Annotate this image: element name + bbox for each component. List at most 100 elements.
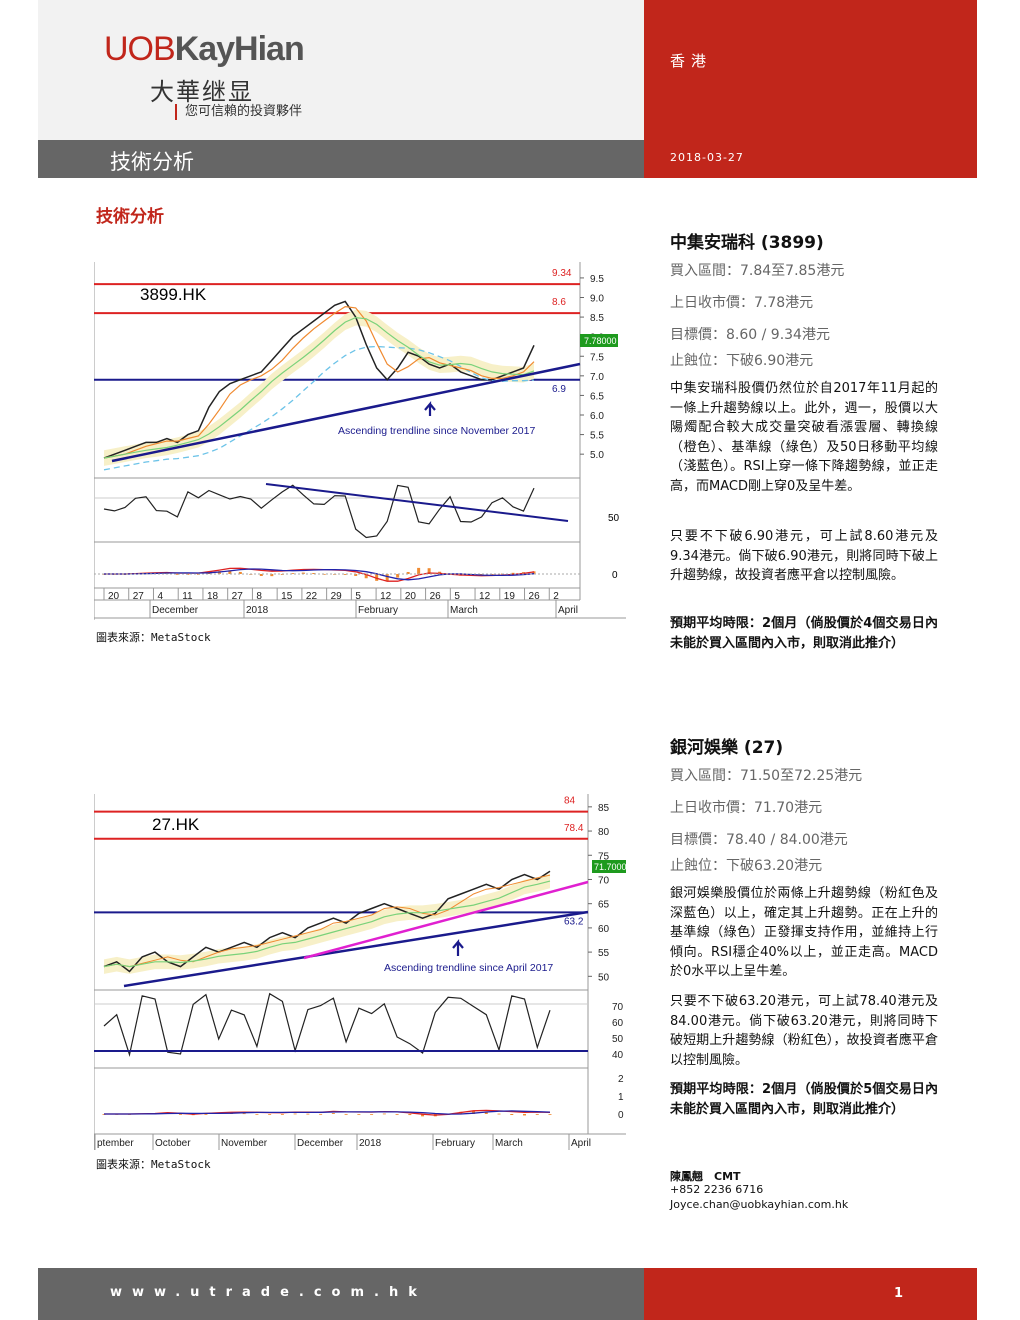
chart-27-frame [94,794,626,1150]
brand-logo: UOBKayHian [104,30,305,68]
rsi-tick-label: 60 [612,1018,624,1029]
macd-histogram-bar [322,573,326,575]
stock-name-27: 銀河娛樂 (27) [670,738,784,758]
macd-histogram-bar [175,574,179,575]
chart-27-base-line [103,880,551,968]
date-tick-label: 20 [108,591,120,602]
date-tick-label: 26 [529,591,541,602]
chart-3899-frame [94,262,626,620]
date-tick-label: 4 [157,591,163,602]
macd-histogram-bar [406,571,410,574]
month-label: 2018 [359,1138,382,1149]
chart-3899-rsi-trendline [265,483,569,522]
analyst-email[interactable]: Joyce.chan@uobkayhian.com.hk [670,1198,849,1211]
macd-histogram-bar [497,1113,501,1115]
price-tick-label: 9.0 [590,294,604,305]
header-red-panel [644,0,977,178]
macd-histogram-bar [319,1113,323,1115]
month-label: February [435,1138,475,1149]
stop-loss-3899: 止蝕位：下破6.90港元 [670,353,814,369]
chart-27-arrow-icon [452,938,464,956]
stock-name-3899: 中集安瑞科 (3899) [670,233,824,253]
chart-3899-cloud [104,309,534,466]
macd-histogram-bar [291,573,295,574]
date-tick-label: 29 [331,591,343,602]
chart-27-title: 27.HK [152,815,200,834]
chart-3899-price-axis: 9.59.08.58.07.57.06.56.05.55.0 [580,274,604,461]
month-label: February [358,605,398,616]
target-price-3899: 目標價：8.60 / 9.34港元 [670,327,830,343]
macd-histogram-bar [357,1114,361,1115]
footer-url[interactable]: www.utrade.com.hk [110,1285,427,1300]
macd-histogram-bar [421,1114,425,1117]
chart-3899-date-axis: 20 27 4 11 18 27 8 15 22 29 5 12 20 26 5 12 19 26 2 [103,588,559,602]
level-label: 84 [564,796,576,807]
buy-range-27: 買入區間：71.50至72.25港元 [670,768,863,784]
target-paragraph-3899: 只要不下破6.90港元，可上試8.60港元及9.34港元。倘下破6.90港元，則… [670,529,938,583]
price-tick-label: 5.5 [590,431,604,442]
chart-3899-month-axis: December 2018 February March April [149,600,578,618]
macd-histogram-bar [375,574,379,581]
price-tick-label: 7.0 [590,372,604,383]
price-tick-label: 65 [598,900,610,911]
chart-27-rsi-line [103,992,551,1058]
chart-27-trendline-pink [303,880,589,960]
macd-histogram-bar [364,574,368,579]
footer-red-bar [644,1268,977,1320]
price-tick-label: 6.5 [590,391,604,402]
date-tick-label: 27 [133,591,145,602]
chart-27: 27.HK 85 80 75 70 65 60 55 50 84 78.4 63.2 71.700… [94,794,626,1150]
month-label: April [558,605,578,616]
macd-histogram-bar [510,1114,514,1115]
header-title-bar [38,140,644,178]
page-title: 技術分析 [110,150,194,174]
macd-histogram-bar [472,1110,476,1114]
price-tick-label: 80 [598,827,610,838]
price-tick-label: 50 [598,972,610,983]
chart-3899-rsi-line [103,484,535,539]
chart-27-annotation: Ascending trendline since April 2017 [384,962,553,974]
macd-histogram-bar [306,1113,310,1115]
analysis-paragraph-27: 銀河娛樂股價位於兩條上升趨勢線（粉紅色及深藍色）以上，確定其上升趨勢。正在上升的… [670,886,938,979]
chart-27-conversion-line [103,874,551,968]
chart-27-trendline-blue [123,910,589,988]
analyst-phone: +852 2236 6716 [670,1183,764,1196]
month-label: October [155,1138,191,1149]
macd-histogram-bar [270,574,274,577]
prev-close-27: 上日收市價：71.70港元 [670,800,823,816]
level-label: 78.4 [564,823,584,834]
prev-close-3899: 上日收市價：7.78港元 [670,295,814,311]
macd-histogram-bar [396,574,400,578]
price-tick-label: 75 [598,851,610,862]
date-tick-label: 22 [306,591,318,602]
macd-histogram-bar [242,1113,246,1115]
chart-3899-macd-tick: 0 [612,570,618,581]
macd-histogram-bar [280,1114,284,1115]
macd-histogram-bar [344,1113,348,1115]
date-tick-label: 20 [405,591,417,602]
level-label: 8.6 [552,297,566,308]
header-background [38,0,644,140]
level-label: 9.34 [552,268,572,279]
macd-histogram-bar [204,1114,208,1115]
month-label: December [297,1138,344,1149]
chart-27-macd-axis: 2 1 0 [618,1074,624,1121]
date-tick-label: 15 [281,591,293,602]
brand-logo-chinese: 大華继显 [150,78,254,106]
month-label: 2018 [246,605,269,616]
chart-3899-ma50 [103,345,535,471]
chart-27-price-line [103,870,551,973]
macd-histogram-bar [511,572,515,574]
footer-grey-bar [38,1268,644,1320]
rsi-tick-label: 70 [612,1002,624,1013]
chart-27-levels: 84 78.4 63.2 [94,796,588,927]
price-tick-label: 7.5 [590,352,604,363]
page-number: 1 [894,1286,904,1301]
buy-range-3899: 買入區間：7.84至7.85港元 [670,263,845,279]
price-tick-label: 5.0 [590,450,604,461]
price-tick-label: 8.5 [590,313,604,324]
report-date: 2018-03-27 [670,151,744,164]
chart-3899-base-line [103,316,535,459]
macd-tick-label: 2 [618,1074,624,1085]
macd-histogram-bar [417,567,421,574]
